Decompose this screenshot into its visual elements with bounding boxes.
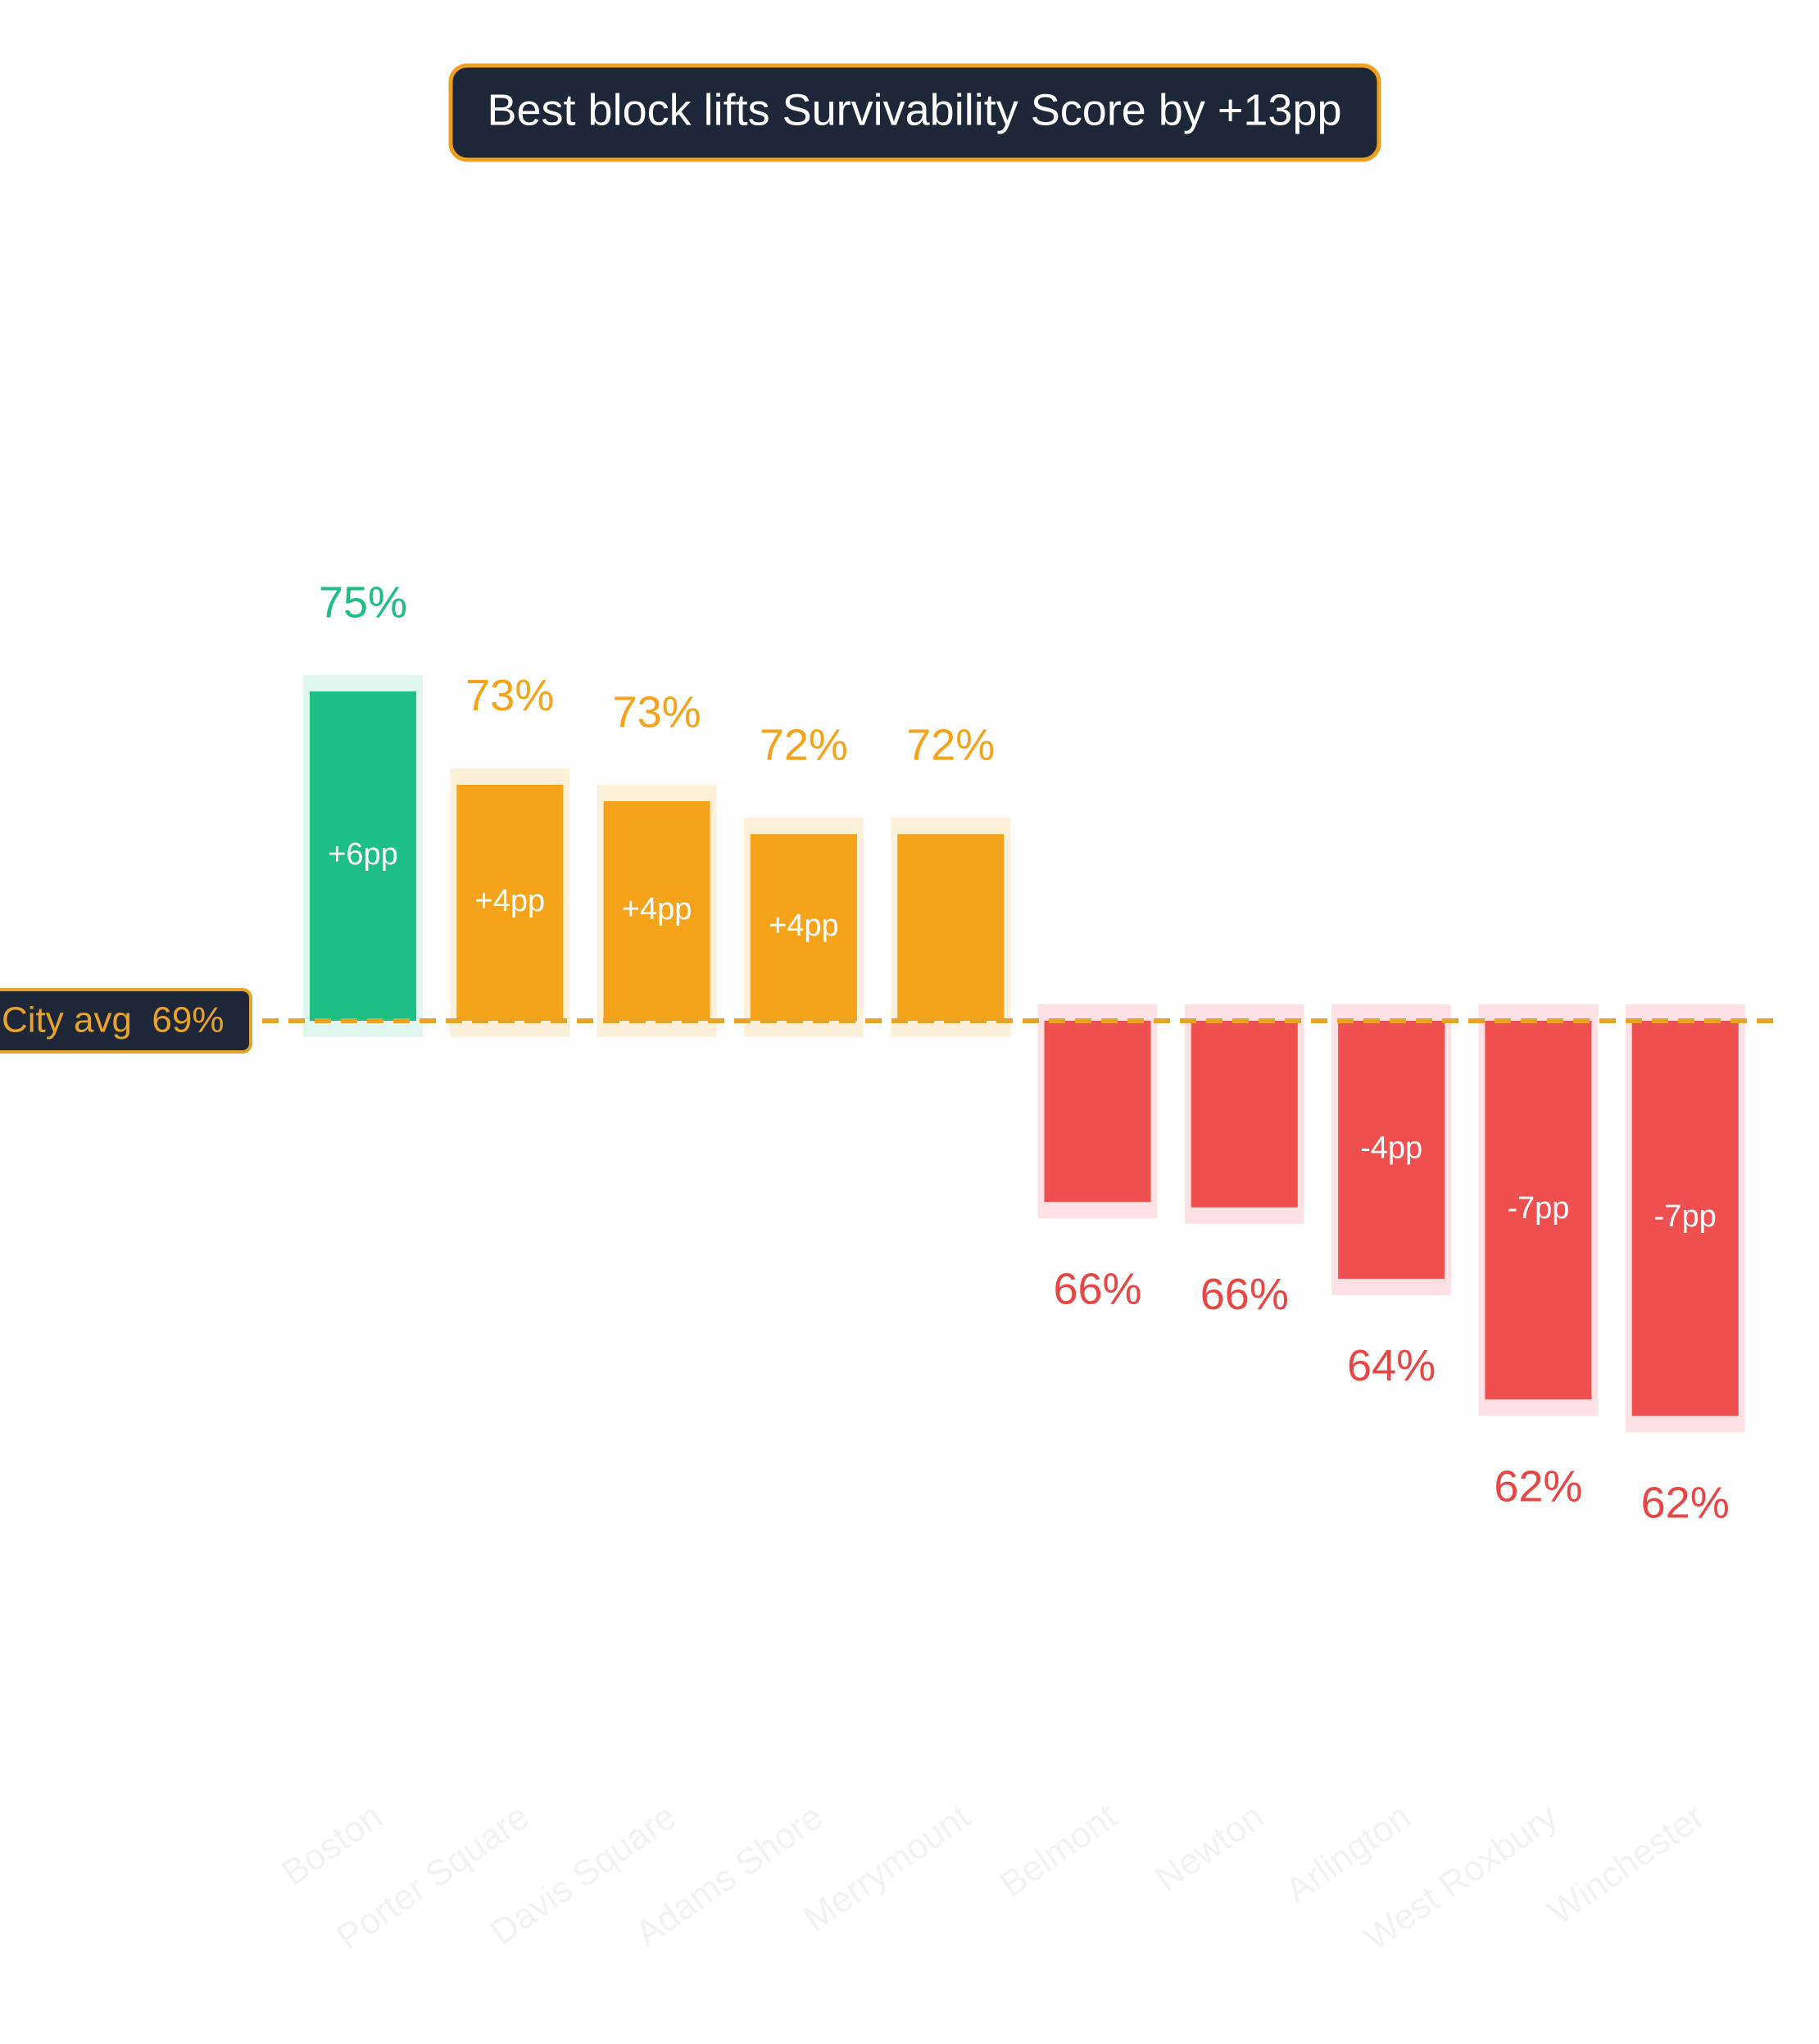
delta-label: +4pp	[475, 884, 546, 918]
chart-title: Best block lifts Survivability Score by …	[488, 85, 1342, 134]
x-tick-label: Merrymount	[796, 1797, 977, 1940]
reference-label: City avg 69%	[2, 1000, 224, 1040]
value-label: 64%	[1347, 1341, 1436, 1390]
delta-label: +6pp	[328, 837, 398, 872]
value-label: 75%	[319, 578, 407, 627]
x-tick-label: Newton	[1148, 1797, 1271, 1900]
delta-label: +4pp	[622, 892, 692, 927]
bar	[310, 691, 416, 1021]
bar	[1631, 1021, 1739, 1416]
x-tick-label: Arlington	[1278, 1797, 1418, 1911]
reference-label-box	[0, 988, 252, 1054]
bar	[1191, 1021, 1298, 1208]
bar	[1044, 1021, 1151, 1203]
delta-label: -7pp	[1507, 1191, 1569, 1226]
value-label: 73%	[465, 671, 554, 720]
x-tick-label: Belmont	[993, 1797, 1124, 1906]
bar	[897, 834, 1005, 1021]
value-label: 66%	[1200, 1270, 1289, 1319]
bar	[750, 834, 857, 1021]
value-label: 73%	[613, 687, 701, 736]
delta-label: +4pp	[769, 909, 839, 943]
value-label: 72%	[906, 720, 995, 769]
value-label: 62%	[1641, 1479, 1730, 1528]
value-label: 62%	[1494, 1462, 1582, 1511]
x-tick-label: Boston	[274, 1797, 389, 1894]
x-tick-label: Winchester	[1541, 1797, 1712, 1933]
value-label: 66%	[1053, 1264, 1141, 1313]
bar	[1485, 1021, 1592, 1400]
title-box	[448, 63, 1381, 162]
delta-label: -4pp	[1360, 1131, 1422, 1165]
bar	[603, 801, 710, 1021]
delta-label: -7pp	[1654, 1199, 1717, 1234]
value-label: 72%	[760, 720, 848, 769]
bar	[1338, 1021, 1445, 1279]
bar	[456, 784, 564, 1021]
